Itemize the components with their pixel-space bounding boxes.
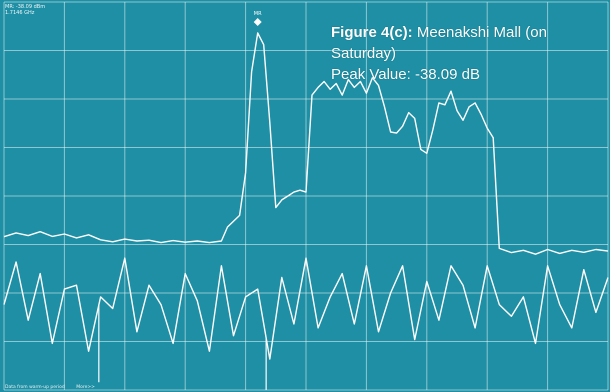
footer-more[interactable]: More>> [76,385,95,390]
figure-location: Meenakshi Mall (on Saturday) [331,24,547,62]
marker-readout: MR: -38.09 dBm 1.7146 GHz [5,4,45,16]
marker-frequency: 1.7146 GHz [5,10,35,16]
figure-label: Figure 4(c): [331,24,413,41]
marker-label: MR [254,11,262,17]
figure-caption: Figure 4(c): Meenakshi Mall (on Saturday… [331,22,610,85]
trace-upper [3,32,609,255]
marker-diamond-icon [253,18,262,27]
figure-title: Figure 4(c): Meenakshi Mall (on Saturday… [331,22,610,64]
footer-note: Data from warm-up period [5,385,65,390]
trace-lower [3,257,609,360]
peak-value: Peak Value: -38.09 dB [331,66,480,83]
marker-level: MR: -38.09 dBm [5,4,46,10]
footer-status: Data from warm-up period More>> [5,385,105,390]
